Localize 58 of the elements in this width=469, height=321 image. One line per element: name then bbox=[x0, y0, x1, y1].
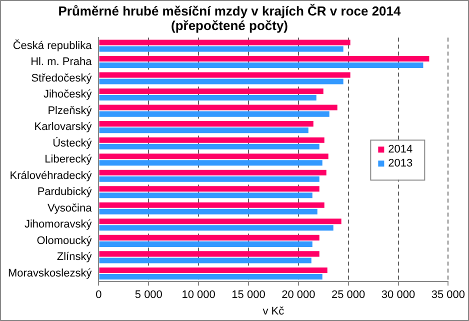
y-tick-label: Karlovarský bbox=[34, 121, 92, 134]
x-tick-label: 0 bbox=[96, 289, 102, 302]
bar bbox=[99, 154, 328, 160]
bar bbox=[99, 121, 314, 127]
y-tick-label: Moravskoslezský bbox=[8, 268, 92, 280]
bar bbox=[99, 88, 324, 94]
bar bbox=[99, 208, 318, 214]
y-tick-label: Jihomoravský bbox=[24, 218, 92, 231]
bar bbox=[99, 144, 320, 150]
y-tick-label: Ústecký bbox=[52, 136, 92, 150]
x-tick-label: 30 000 bbox=[381, 289, 416, 302]
bar bbox=[99, 234, 320, 240]
legend-label: 2013 bbox=[388, 158, 413, 170]
bar bbox=[99, 104, 338, 110]
x-tick-label: 5 000 bbox=[134, 289, 162, 302]
bar bbox=[99, 225, 334, 231]
x-tick-label: 35 000 bbox=[431, 289, 466, 302]
bar bbox=[99, 128, 308, 134]
bar bbox=[99, 258, 312, 264]
x-tick-label: 10 000 bbox=[182, 289, 216, 302]
bar bbox=[99, 192, 312, 198]
bar bbox=[99, 95, 316, 101]
x-tick-label: 25 000 bbox=[332, 289, 366, 302]
y-tick-label: Česká republika bbox=[12, 38, 93, 52]
bar bbox=[99, 186, 320, 192]
bar bbox=[99, 176, 320, 182]
y-tick-label: Zlínský bbox=[56, 251, 92, 264]
bar bbox=[99, 72, 350, 78]
bar bbox=[99, 267, 328, 273]
bar bbox=[99, 46, 344, 52]
y-tick-label: Vysočina bbox=[48, 202, 93, 214]
bar bbox=[99, 137, 324, 143]
y-tick-label: Pardubický bbox=[37, 186, 92, 198]
x-axis-title: v Kč bbox=[262, 305, 285, 318]
bar bbox=[99, 170, 326, 176]
bar bbox=[99, 274, 322, 280]
bar bbox=[99, 160, 322, 166]
y-tick-label: Hl. m. Praha bbox=[30, 56, 93, 68]
y-tick-label: Královéhradecký bbox=[10, 170, 92, 182]
bar bbox=[99, 56, 430, 62]
y-tick-label: Olomoucký bbox=[36, 234, 92, 247]
y-tick-label: Liberecký bbox=[44, 154, 92, 166]
bar bbox=[99, 202, 324, 208]
y-tick-label: Jihočeský bbox=[43, 88, 92, 101]
y-tick-label: Středočeský bbox=[31, 72, 92, 84]
bar bbox=[99, 78, 344, 84]
x-tick-label: 15 000 bbox=[232, 289, 266, 302]
text: Průměrné hrubé měsíční mzdy v krajích ČR v roce 2014 bbox=[58, 4, 401, 19]
bar bbox=[99, 111, 330, 117]
y-tick-label: Plzeňský bbox=[48, 104, 92, 117]
bar bbox=[99, 241, 312, 247]
bar bbox=[99, 251, 320, 257]
bar bbox=[99, 218, 342, 224]
x-tick-label: 20 000 bbox=[282, 289, 316, 302]
bar bbox=[99, 40, 350, 46]
legend-label: 2014 bbox=[388, 144, 413, 156]
bar bbox=[99, 62, 424, 68]
text: (přepočtené počty) bbox=[170, 18, 288, 34]
